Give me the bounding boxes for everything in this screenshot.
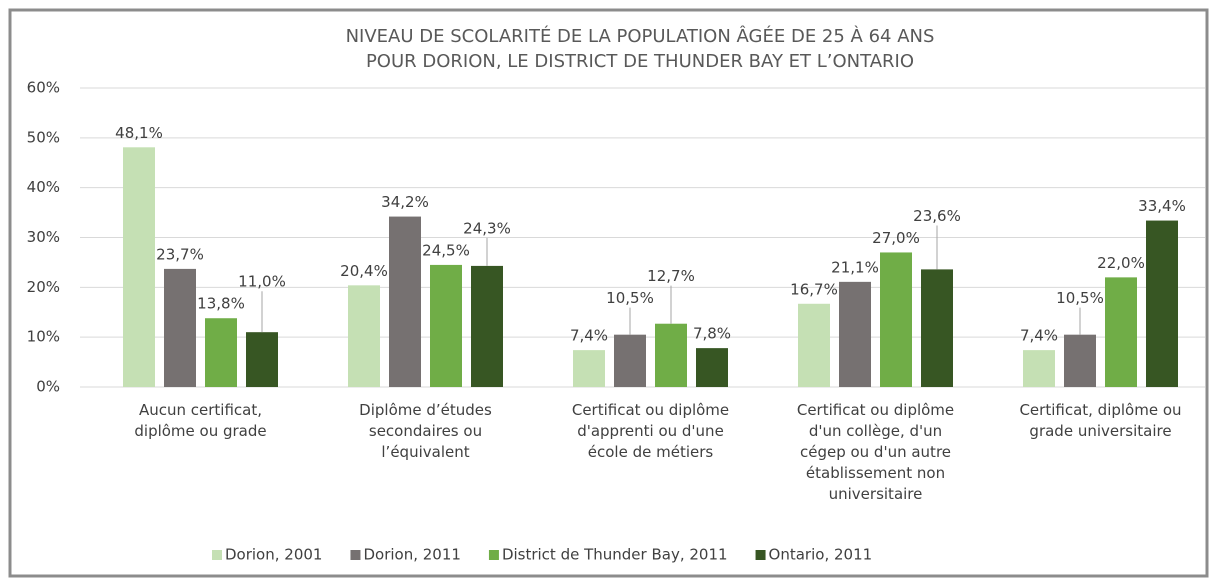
y-tick-label: 10%: [27, 328, 60, 346]
legend-label: Dorion, 2001: [225, 546, 322, 564]
legend-swatch: [212, 550, 222, 560]
bar: [1146, 220, 1178, 387]
data-label: 34,2%: [381, 193, 429, 211]
bar: [123, 147, 155, 387]
bar: [471, 265, 503, 387]
data-label: 48,1%: [115, 124, 163, 142]
legend-swatch: [488, 550, 499, 560]
bar: [921, 269, 953, 387]
y-tick-label: 50%: [27, 128, 60, 146]
data-label: 21,1%: [831, 258, 879, 276]
bar: [614, 334, 646, 387]
data-label: 16,7%: [790, 280, 838, 298]
data-label: 24,5%: [422, 241, 470, 259]
data-label: 11,0%: [238, 273, 286, 291]
data-label: 7,4%: [1020, 327, 1058, 345]
data-label: 33,4%: [1138, 197, 1186, 215]
bar: [348, 285, 380, 387]
y-tick-label: 20%: [27, 278, 60, 296]
data-label: 10,5%: [1056, 289, 1104, 307]
y-tick-label: 60%: [27, 79, 60, 97]
bar: [389, 216, 421, 387]
bar: [164, 268, 196, 387]
data-label: 27,0%: [872, 229, 920, 247]
data-label: 10,5%: [606, 289, 654, 307]
bar: [430, 264, 462, 387]
legend-swatch: [350, 550, 361, 560]
data-label: 7,4%: [570, 327, 608, 345]
y-tick-label: 30%: [27, 228, 60, 246]
data-label: 7,8%: [693, 325, 731, 343]
legend-swatch: [755, 550, 766, 560]
data-label: 22,0%: [1097, 254, 1145, 272]
y-tick-label: 0%: [36, 378, 60, 396]
x-tick-label: Aucun certificat, diplôme ou grade: [134, 401, 267, 440]
bar: [1064, 334, 1096, 387]
bar: [655, 323, 687, 387]
legend-label: Dorion, 2011: [363, 546, 460, 564]
bar: [696, 348, 728, 387]
legend-label: District de Thunder Bay, 2011: [502, 546, 728, 564]
x-tick-label: Certificat, diplôme ou grade universitai…: [1019, 401, 1182, 440]
data-label: 20,4%: [340, 262, 388, 280]
bar: [798, 303, 830, 387]
bar: [573, 350, 605, 387]
data-label: 12,7%: [647, 267, 695, 285]
bar: [205, 318, 237, 387]
bar: [839, 281, 871, 387]
data-label: 23,7%: [156, 245, 204, 263]
bar: [1105, 277, 1137, 387]
bar: [246, 332, 278, 387]
chart-border: [8, 8, 1209, 578]
bar: [880, 252, 912, 387]
x-tick-label: Diplôme d’études secondaires ou l’équiva…: [359, 401, 492, 461]
data-label: 13,8%: [197, 295, 245, 313]
data-label: 24,3%: [463, 219, 511, 237]
chart-title: NIVEAU DE SCOLARITÉ DE LA POPULATION ÂGÉ…: [345, 26, 935, 72]
legend-label: Ontario, 2011: [769, 546, 873, 564]
x-tick-label: Certificat ou diplôme d'apprenti ou d'un…: [571, 401, 730, 461]
y-tick-label: 40%: [27, 178, 60, 196]
x-tick-label: Certificat ou diplôme d'un collège, d'un…: [796, 401, 955, 503]
bar: [1023, 350, 1055, 387]
data-label: 23,6%: [913, 207, 961, 225]
